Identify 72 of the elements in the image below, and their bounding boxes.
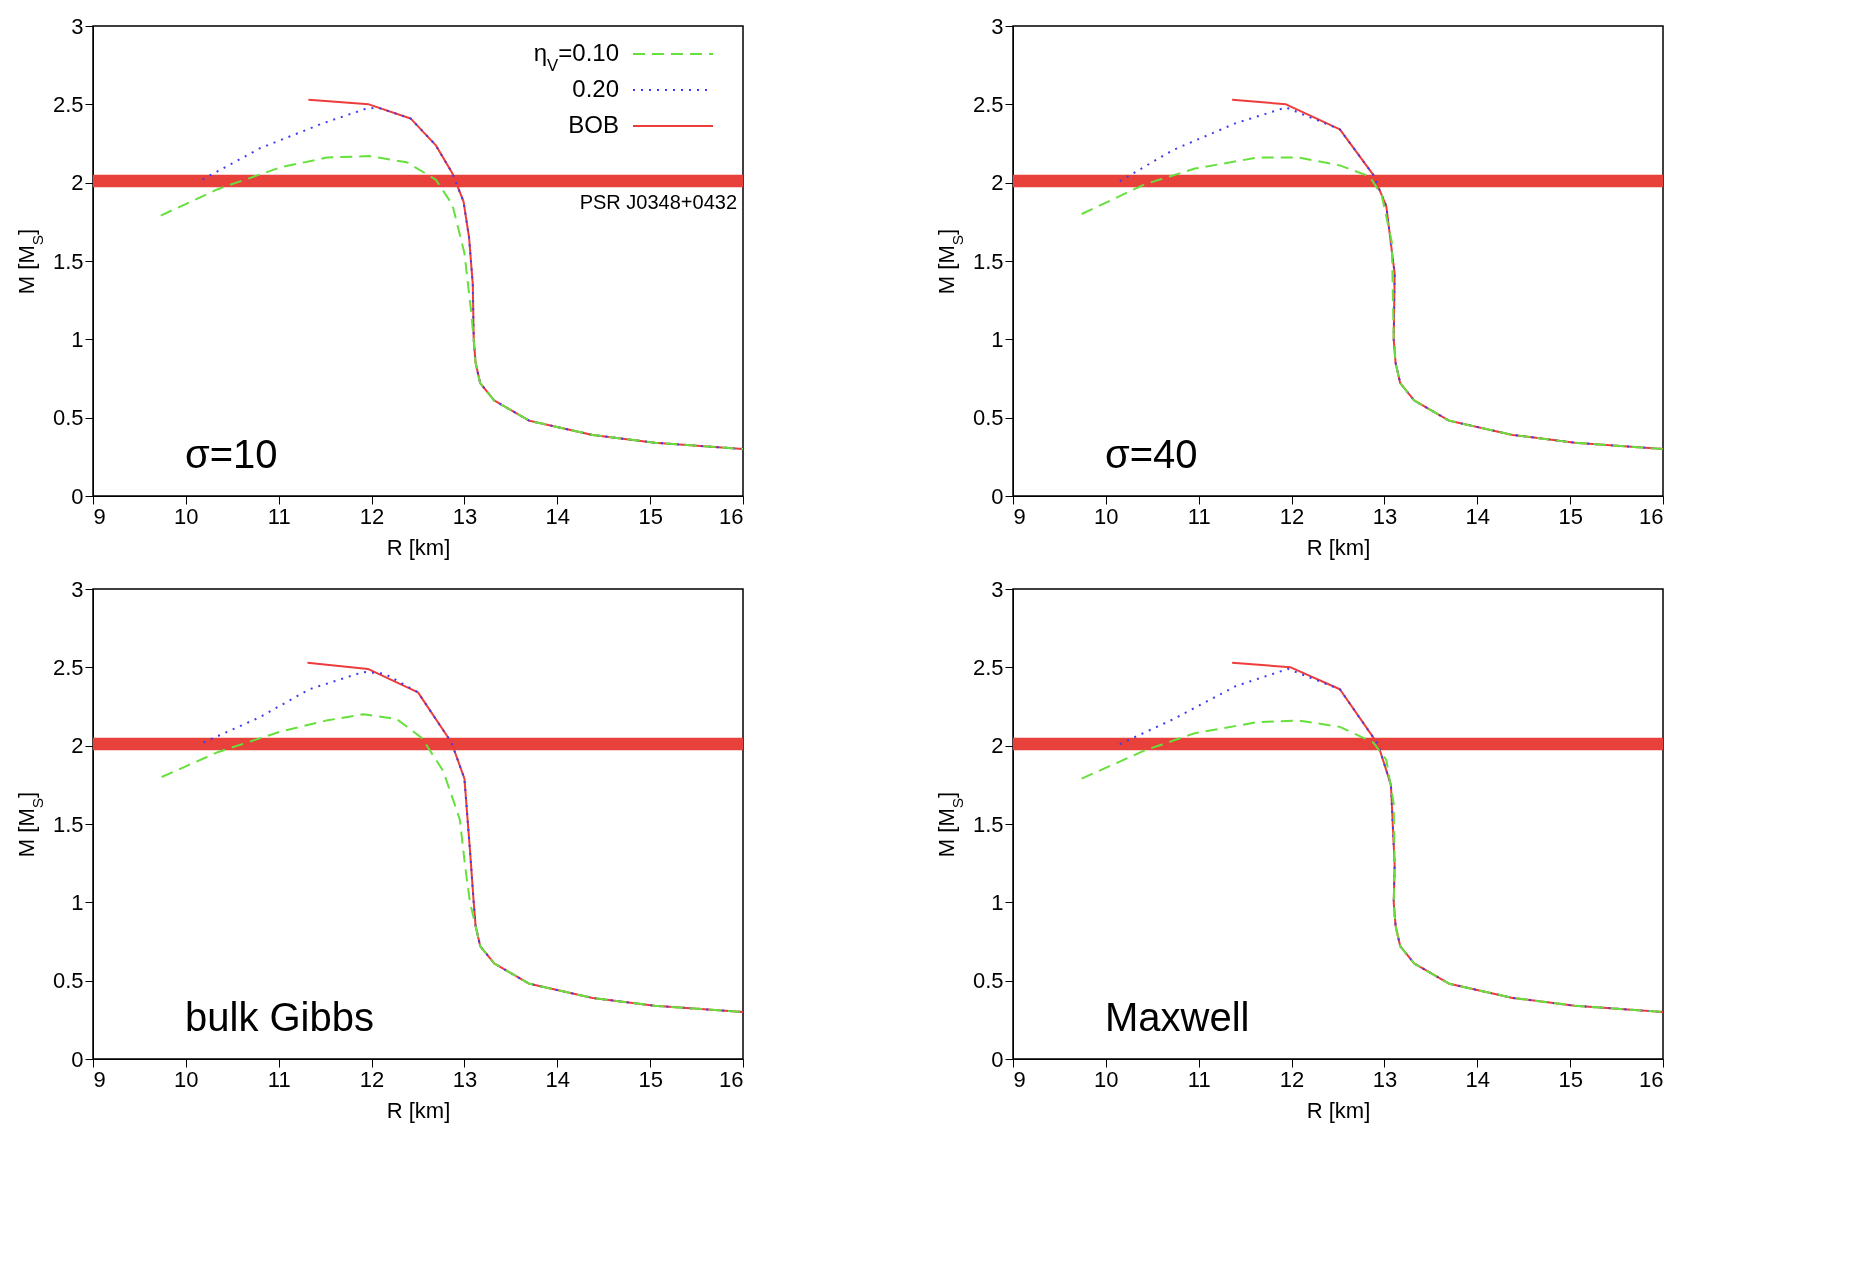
y-tick-label: 0 bbox=[991, 1046, 1004, 1072]
x-tick-label: 13 bbox=[452, 1066, 478, 1092]
x-tick-label: 9 bbox=[93, 503, 106, 529]
x-tick-label: 11 bbox=[1187, 503, 1211, 529]
y-tick-label: 0.5 bbox=[972, 405, 1004, 431]
y-tick-label: 1.5 bbox=[52, 811, 84, 837]
x-tick-label: 9 bbox=[1013, 503, 1026, 529]
y-tick-label: 2 bbox=[991, 170, 1004, 196]
x-axis-title: R [km] bbox=[1306, 1097, 1371, 1123]
y-tick-label: 1 bbox=[991, 889, 1004, 915]
annotation: bulk Gibbs bbox=[185, 995, 374, 1039]
x-tick-label: 16 bbox=[719, 1066, 744, 1092]
y-tick-label: 2.5 bbox=[52, 91, 84, 117]
y-tick-label: 2.5 bbox=[52, 654, 84, 680]
y-tick-label: 1.5 bbox=[52, 248, 84, 274]
x-tick-label: 13 bbox=[452, 503, 478, 529]
x-tick-label: 10 bbox=[174, 1066, 199, 1092]
x-tick-label: 12 bbox=[359, 503, 385, 529]
y-tick-label: 0.5 bbox=[52, 405, 84, 431]
y-tick-label: 0 bbox=[71, 1046, 84, 1072]
x-tick-label: 16 bbox=[1639, 1066, 1664, 1092]
x-tick-label: 12 bbox=[359, 1066, 385, 1092]
y-tick-label: 1 bbox=[991, 326, 1004, 352]
legend-label: η$_{V}$=0.10 bbox=[533, 39, 619, 75]
y-tick-label: 3 bbox=[991, 576, 1004, 602]
x-tick-label: 14 bbox=[1465, 1066, 1491, 1092]
x-tick-label: 12 bbox=[1279, 503, 1305, 529]
x-tick-label: 11 bbox=[267, 503, 291, 529]
x-tick-label: 11 bbox=[267, 1066, 291, 1092]
x-tick-label: 14 bbox=[545, 503, 571, 529]
x-tick-label: 14 bbox=[545, 1066, 571, 1092]
x-tick-label: 13 bbox=[1372, 1066, 1398, 1092]
y-tick-label: 1 bbox=[71, 326, 84, 352]
x-tick-label: 9 bbox=[93, 1066, 106, 1092]
x-tick-label: 9 bbox=[1013, 1066, 1026, 1092]
x-tick-label: 11 bbox=[1187, 1066, 1211, 1092]
legend-label: 0.20 bbox=[572, 75, 619, 102]
y-tick-label: 1.5 bbox=[972, 811, 1004, 837]
y-tick-label: 2 bbox=[991, 733, 1004, 759]
x-tick-label: 15 bbox=[1558, 503, 1583, 529]
y-tick-label: 2 bbox=[71, 170, 84, 196]
x-tick-label: 15 bbox=[1558, 1066, 1583, 1092]
legend-label: BOB bbox=[568, 111, 619, 138]
y-tick-label: 3 bbox=[71, 576, 84, 602]
x-axis-title: R [km] bbox=[1306, 534, 1371, 560]
y-tick-label: 1.5 bbox=[972, 248, 1004, 274]
x-tick-label: 13 bbox=[1372, 503, 1398, 529]
x-tick-label: 14 bbox=[1465, 503, 1491, 529]
x-tick-label: 12 bbox=[1279, 1066, 1305, 1092]
y-tick-label: 2 bbox=[71, 733, 84, 759]
y-tick-label: 0.5 bbox=[972, 968, 1004, 994]
x-tick-label: 10 bbox=[174, 503, 199, 529]
y-tick-label: 2.5 bbox=[972, 91, 1004, 117]
y-tick-label: 3 bbox=[991, 13, 1004, 39]
x-axis-title: R [km] bbox=[386, 1097, 451, 1123]
annotation: Maxwell bbox=[1105, 995, 1250, 1039]
x-tick-label: 16 bbox=[1639, 503, 1664, 529]
annotation: σ=40 bbox=[1105, 432, 1198, 476]
x-axis-title: R [km] bbox=[386, 534, 451, 560]
x-tick-label: 15 bbox=[638, 1066, 663, 1092]
y-tick-label: 0 bbox=[71, 483, 84, 509]
x-tick-label: 10 bbox=[1094, 503, 1119, 529]
band-label: PSR J0348+0432 bbox=[579, 191, 737, 214]
x-tick-label: 16 bbox=[719, 503, 744, 529]
y-tick-label: 1 bbox=[71, 889, 84, 915]
y-tick-label: 0 bbox=[991, 483, 1004, 509]
x-tick-label: 10 bbox=[1094, 1066, 1119, 1092]
y-tick-label: 0.5 bbox=[52, 968, 84, 994]
y-tick-label: 2.5 bbox=[972, 654, 1004, 680]
x-tick-label: 15 bbox=[638, 503, 663, 529]
annotation: σ=10 bbox=[185, 432, 278, 476]
y-tick-label: 3 bbox=[71, 13, 84, 39]
